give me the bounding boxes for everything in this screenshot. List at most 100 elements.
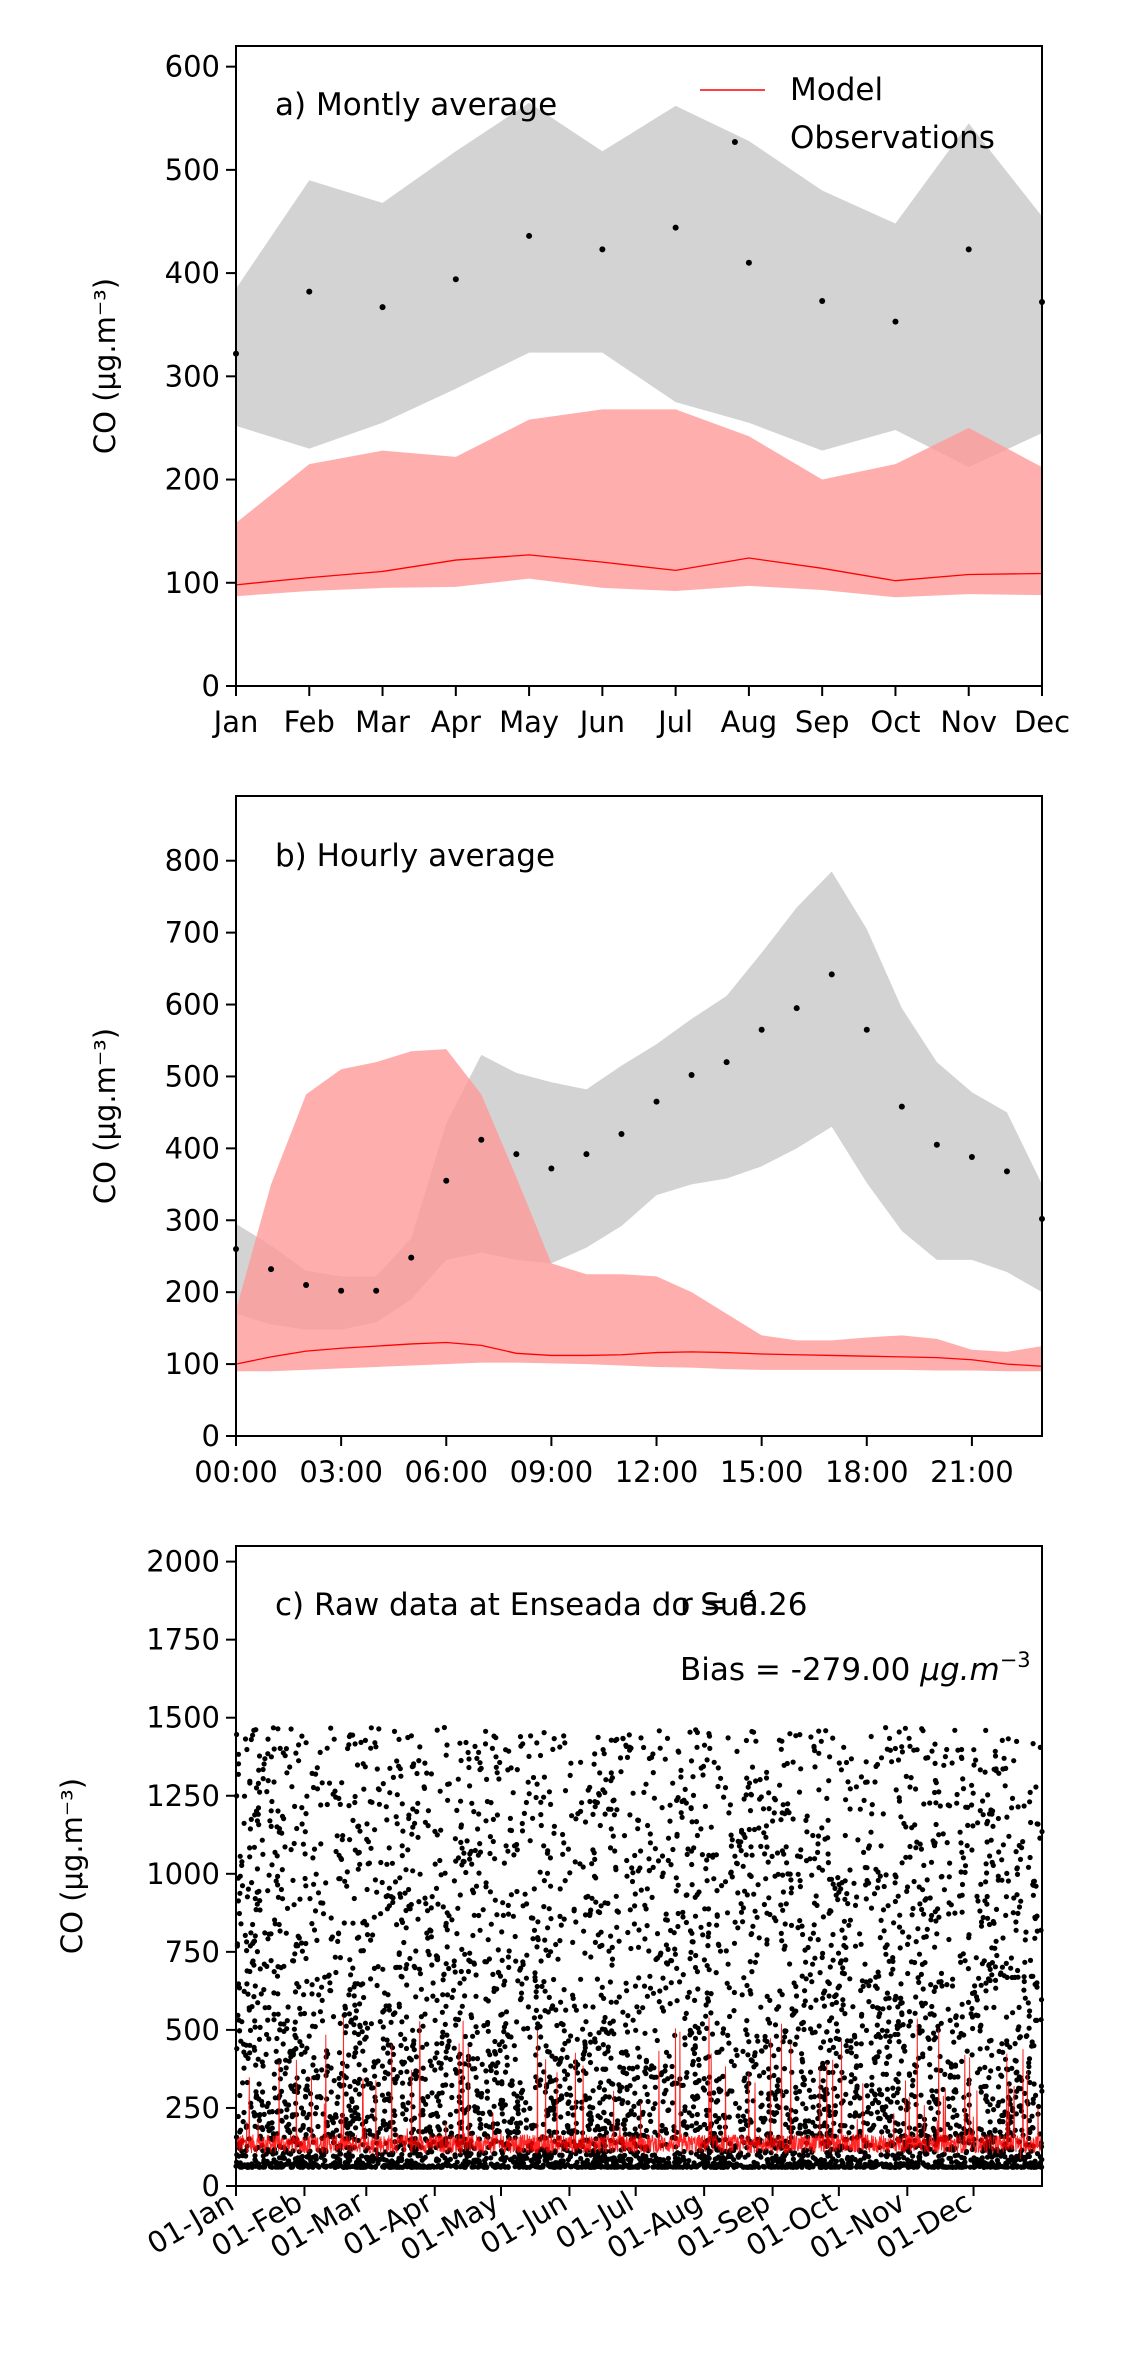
panel-b-observation-point [478, 1136, 485, 1143]
panel-c-observation-point [483, 1880, 489, 1886]
panel-c-observation-point [541, 2069, 547, 2075]
panel-c-observation-point [892, 1898, 899, 1905]
panel-c-observation-point [392, 2132, 398, 2138]
panel-c-observation-point [815, 1849, 821, 1855]
panel-c-observation-point [714, 1913, 720, 1919]
panel-c-observation-point [553, 2088, 559, 2094]
panel-c-observation-point [303, 1940, 309, 1947]
panel-c-observation-point [748, 1844, 754, 1850]
panel-c-observation-point [295, 1933, 301, 1939]
panel-c-observation-point [526, 1753, 532, 1759]
panel-c-observation-point [969, 2146, 975, 2153]
panel-c-observation-point [640, 2005, 646, 2011]
panel-c-observation-point [650, 1990, 657, 1996]
panel-c-observation-point [332, 1788, 338, 1794]
panel-c-observation-point [475, 1826, 481, 1832]
panel-c-observation-point [838, 1767, 845, 1773]
panel-c-observation-point [785, 1871, 791, 1877]
panel-c-observation-point [876, 2049, 882, 2055]
panel-c-observation-point [560, 2047, 566, 2053]
panel-c-observation-point [910, 1905, 916, 1912]
panel-c-observation-point [861, 1797, 867, 1803]
panel-c-observation-point [796, 2152, 803, 2158]
panel-c-observation-point [698, 1826, 704, 1832]
panel-c-observation-point [538, 1958, 544, 1964]
panel-c-observation-point [668, 1980, 674, 1986]
panel-c-observation-point [852, 1943, 859, 1949]
panel-c-observation-point [399, 2059, 405, 2065]
panel-c-observation-point [239, 2153, 245, 2159]
panel-c-observation-point [591, 1873, 598, 1879]
panel-c-observation-point [886, 1735, 893, 1741]
panel-c-observation-point [589, 1895, 595, 1901]
panel-c-observation-point [372, 1740, 378, 1746]
panel-c-observation-point [624, 1857, 630, 1864]
panel-c-observation-point [557, 2083, 563, 2089]
panel-c-observation-point [946, 1936, 952, 1943]
panel-c-observation-point [961, 2094, 967, 2100]
panel-c-observation-point [731, 2008, 737, 2014]
panel-c-observation-point [919, 1961, 926, 1967]
panel-c-observation-point [875, 1877, 881, 1883]
panel-c-observation-point [794, 2034, 800, 2040]
panel-c-observation-point [688, 2164, 694, 2170]
panel-c-observation-point [696, 2062, 702, 2068]
panel-c-observation-point [741, 1796, 747, 1802]
panel-c-observation-point [438, 1827, 444, 1833]
panel-c-observation-point [928, 1982, 934, 1988]
panel-c-observation-point [677, 1979, 683, 1985]
panel-c-observation-point [938, 2020, 944, 2026]
panel-c-observation-point [847, 2100, 854, 2106]
panel-c-observation-point [443, 1920, 449, 1926]
panel-c-observation-point [425, 1823, 431, 1829]
panel-c-observation-point [609, 1956, 616, 1962]
panel-c-observation-point [625, 2156, 631, 2162]
panel-c-observation-point [253, 2062, 259, 2068]
panel-c-observation-point [872, 2092, 878, 2098]
panel-c-observation-point [459, 1845, 465, 1851]
panel-c-observation-point [301, 1992, 307, 1998]
panel-c-observation-point [410, 1763, 416, 1769]
panel-c-observation-point [984, 1870, 990, 1876]
panel-c-observation-point [1003, 2160, 1009, 2166]
panel-c-observation-point [329, 1934, 335, 1940]
panel-c-observation-point [259, 1837, 265, 1843]
panel-c-observation-point [979, 2155, 985, 2161]
panel-c-observation-point [552, 2160, 559, 2166]
panel-c-observation-point [1016, 1904, 1023, 1910]
panel-c-observation-point [616, 1938, 622, 1944]
panel-c-observation-point [837, 1960, 844, 1966]
panel-c-observation-point [969, 2014, 976, 2020]
panel-c-observation-point [252, 1983, 258, 1989]
panel-c-observation-point [414, 2073, 420, 2079]
panel-c-observation-point [485, 1937, 491, 1943]
panel-c-observation-point [927, 2062, 933, 2068]
panel-c-observation-point [506, 2033, 512, 2040]
panel-c-observation-point [728, 1832, 734, 1838]
panel-c-observation-point [991, 2107, 997, 2113]
panel-c-observation-point [457, 2061, 463, 2067]
panel-c-observation-point [906, 2071, 913, 2077]
panel-c-observation-point [743, 2122, 750, 2128]
panel-c-observation-point [989, 2052, 995, 2058]
panel-c-observation-point [733, 2100, 739, 2107]
panel-c-observation-point [537, 1752, 544, 1759]
panel-c-observation-point [1017, 2156, 1023, 2163]
panel-c-observation-point [454, 1931, 460, 1937]
panel-c-observation-point [446, 1965, 452, 1972]
panel-c-observation-point [237, 1853, 243, 1859]
panel-c-observation-point [592, 1939, 599, 1945]
panel-c-observation-point [251, 1994, 257, 2000]
panel-c-observation-point [883, 1872, 889, 1878]
panel-c-observation-point [797, 1918, 803, 1924]
panel-c-observation-point [328, 2162, 334, 2168]
panel-c-observation-point [1028, 1819, 1034, 1826]
panel-c-observation-point [1031, 2081, 1037, 2087]
panel-c-observation-point [590, 2105, 596, 2111]
panel-c-observation-point [1020, 1839, 1026, 1845]
panel-c-observation-point [430, 1980, 436, 1986]
panel-c-observation-point [557, 1938, 563, 1944]
panel-c-observation-point [927, 1895, 933, 1901]
panel-c-observation-point [260, 2089, 266, 2095]
panel-c-observation-point [506, 1964, 512, 1970]
